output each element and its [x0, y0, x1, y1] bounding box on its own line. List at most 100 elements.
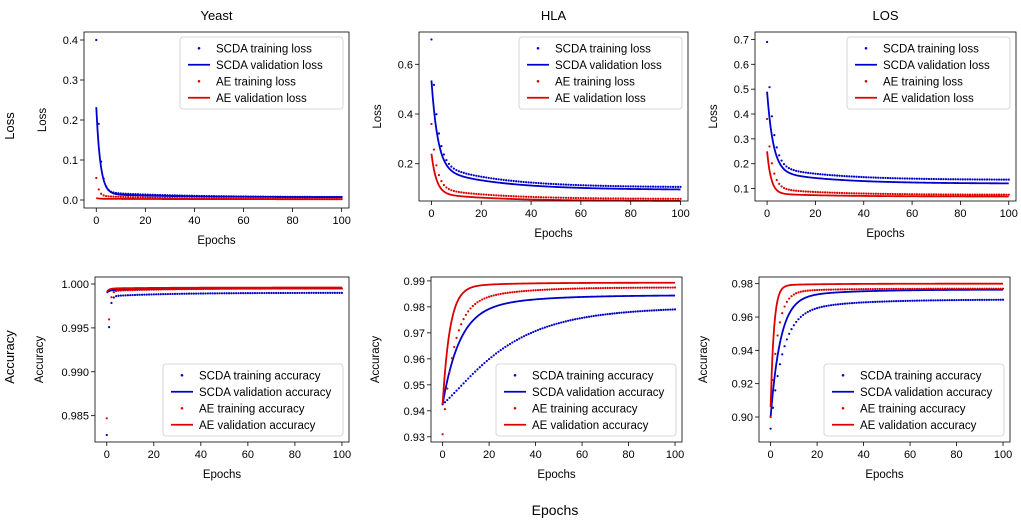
data-point — [869, 176, 873, 179]
data-point — [112, 195, 115, 198]
data-point — [534, 289, 537, 292]
data-point — [216, 292, 219, 295]
data-point — [937, 193, 940, 196]
chart-hla-loss: 0 20 40 60 80 100 0.2 0.4 0.6 HLA Epochs Loss SCDA t… — [372, 8, 690, 240]
data-point — [585, 287, 588, 290]
data-point — [115, 289, 118, 293]
data-point — [918, 299, 921, 302]
data-point — [594, 287, 598, 290]
x-tick-label: 100 — [671, 208, 689, 220]
data-point — [825, 304, 828, 308]
data-point — [953, 299, 956, 302]
data-point — [204, 292, 207, 295]
data-point — [585, 316, 588, 319]
data-point — [978, 178, 981, 181]
data-point — [967, 287, 970, 290]
data-point — [855, 192, 858, 195]
data-point — [643, 309, 646, 312]
data-point — [943, 287, 947, 290]
data-point — [782, 186, 786, 190]
data-point — [878, 287, 881, 291]
legend-dot-swatch — [197, 79, 201, 83]
data-point — [1000, 178, 1003, 181]
data-point — [455, 389, 458, 392]
data-point — [988, 193, 991, 196]
data-point — [950, 287, 954, 290]
data-point — [437, 173, 441, 177]
data-point — [973, 193, 977, 196]
data-point — [209, 292, 212, 295]
data-point — [578, 287, 581, 290]
data-point — [816, 288, 819, 292]
data-point — [464, 313, 467, 316]
data-point — [981, 178, 984, 181]
data-point — [865, 176, 868, 179]
data-point — [613, 312, 616, 315]
data-point — [584, 197, 587, 200]
data-point — [872, 176, 875, 179]
data-point — [300, 291, 304, 295]
data-point — [114, 195, 117, 198]
legend-entry: SCDA validation loss — [216, 60, 323, 72]
data-point — [778, 154, 781, 157]
data-point — [251, 291, 254, 295]
data-point — [664, 286, 667, 289]
data-point — [985, 287, 988, 290]
y-tick-label: 0.4 — [734, 109, 749, 121]
data-point — [557, 322, 560, 325]
data-point — [901, 287, 905, 290]
data-point — [664, 185, 667, 188]
data-point — [981, 298, 984, 301]
data-point — [159, 288, 162, 291]
data-point — [831, 191, 834, 194]
data-point — [237, 292, 240, 295]
data-point — [915, 287, 919, 290]
data-point — [993, 193, 996, 196]
data-point — [956, 193, 960, 196]
data-point — [282, 291, 285, 295]
data-point — [679, 185, 682, 188]
y-tick-label: 0.98 — [732, 279, 753, 291]
data-point — [885, 300, 888, 303]
data-point — [993, 178, 996, 181]
data-point — [673, 286, 677, 289]
data-point — [492, 354, 495, 357]
legend-entry: SCDA validation accuracy — [532, 387, 665, 399]
data-point — [467, 173, 470, 176]
data-point — [794, 189, 798, 192]
data-point — [573, 318, 577, 321]
data-point — [899, 299, 902, 303]
data-point — [122, 195, 125, 199]
legend-entry: AE training loss — [216, 76, 296, 88]
x-tick-label: 80 — [625, 208, 637, 220]
data-point — [948, 299, 951, 302]
data-point — [543, 288, 546, 291]
data-point — [881, 176, 885, 179]
data-point — [455, 168, 458, 172]
data-point — [828, 173, 832, 177]
data-point — [614, 197, 617, 200]
data-point — [839, 302, 842, 306]
data-point — [860, 288, 863, 291]
data-point — [239, 292, 242, 295]
data-point — [457, 190, 460, 194]
data-point — [124, 294, 127, 297]
data-point — [474, 302, 477, 306]
y-tick-label: 0.4 — [398, 109, 413, 121]
data-point — [867, 301, 870, 304]
data-point — [1001, 287, 1005, 290]
data-point — [555, 322, 558, 325]
data-point — [455, 190, 458, 193]
data-point — [897, 287, 900, 290]
data-point — [978, 287, 981, 290]
data-point — [936, 287, 940, 290]
data-point — [792, 293, 795, 296]
data-point — [592, 184, 595, 187]
data-point — [260, 291, 264, 295]
data-point — [923, 193, 926, 196]
data-point — [976, 298, 979, 301]
legend-dot-swatch — [180, 373, 184, 377]
data-point — [987, 287, 991, 290]
data-point — [587, 197, 590, 200]
